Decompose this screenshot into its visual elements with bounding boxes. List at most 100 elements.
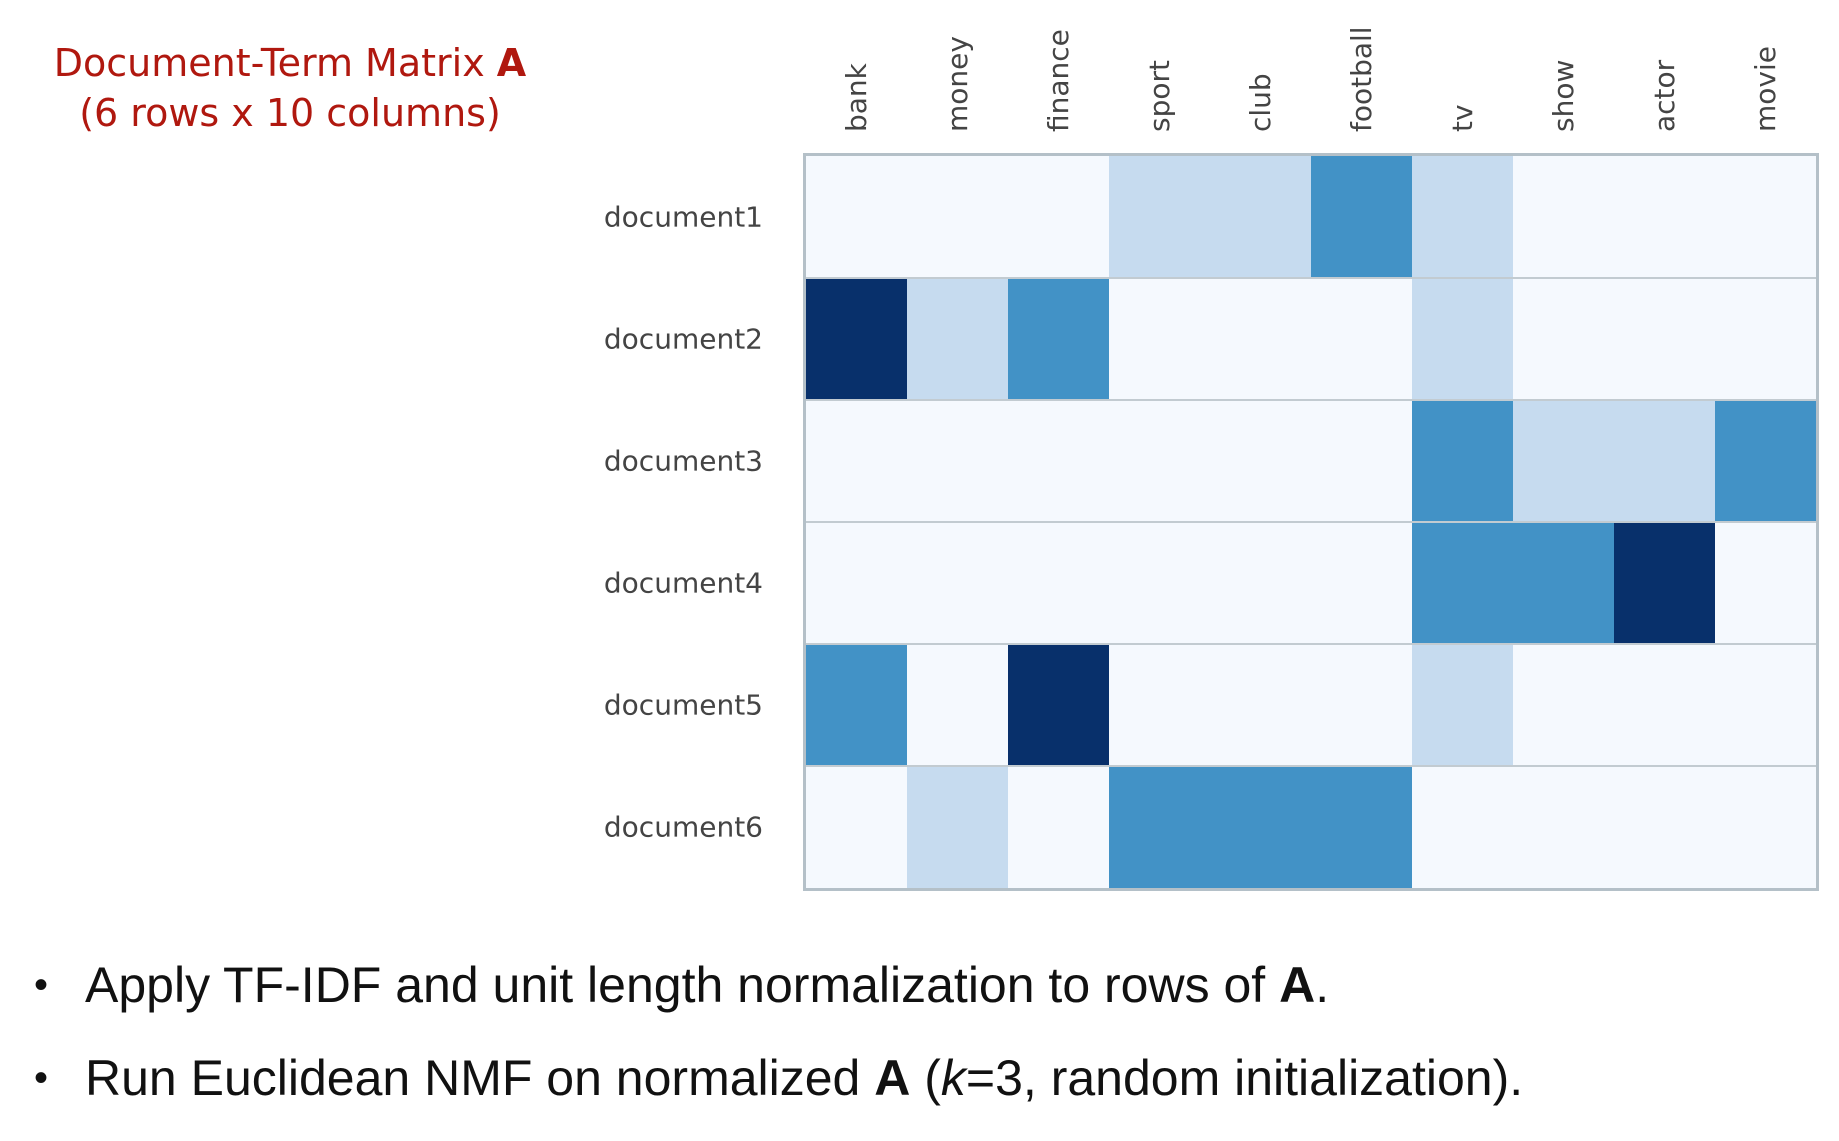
heatmap-cell-document2-actor — [1614, 278, 1716, 401]
chart-title-prefix: Document-Term Matrix — [53, 41, 497, 85]
chart-title-line2: (6 rows x 10 columns) — [79, 91, 501, 135]
bullet-list: • Apply TF-IDF and unit length normaliza… — [30, 955, 1523, 1141]
column-label-football: football — [1345, 26, 1378, 132]
heatmap-cell-document3-club — [1210, 400, 1312, 523]
column-label-actor: actor — [1648, 59, 1681, 132]
column-label-club: club — [1244, 73, 1277, 132]
heatmap-cell-document5-sport — [1109, 644, 1211, 767]
heatmap-cell-document1-tv — [1412, 156, 1514, 279]
heatmap-cell-document3-bank — [806, 400, 908, 523]
bullet-2-segment-5: =3, random initialization). — [965, 1050, 1524, 1106]
heatmap-gridlines — [806, 277, 1816, 767]
bullet-text-1: Apply TF-IDF and unit length normalizati… — [85, 957, 1329, 1013]
heatmap-cell-document4-finance — [1008, 522, 1110, 645]
column-label-sport: sport — [1143, 60, 1176, 132]
heatmap-frame — [803, 153, 1819, 891]
heatmap-cell-document6-club — [1210, 766, 1312, 889]
heatmap-cell-document5-football — [1311, 644, 1413, 767]
heatmap-cell-document6-bank — [806, 766, 908, 889]
heatmap-cell-document1-movie — [1715, 156, 1817, 279]
chart-title-matrix-symbol: A — [496, 41, 527, 85]
heatmap-cell-document2-movie — [1715, 278, 1817, 401]
column-label-movie: movie — [1749, 46, 1782, 132]
heatmap-cell-document2-football — [1311, 278, 1413, 401]
heatmap-cell-document5-club — [1210, 644, 1312, 767]
heatmap-cell-document2-club — [1210, 278, 1312, 401]
heatmap-cell-document4-sport — [1109, 522, 1211, 645]
heatmap-cell-document4-tv — [1412, 522, 1514, 645]
heatmap-cell-document4-money — [907, 522, 1009, 645]
bullet-2-segment-4: k — [940, 1050, 966, 1106]
bullet-1-segment-3: . — [1315, 957, 1330, 1013]
heatmap-cell-document1-football — [1311, 156, 1413, 279]
heatmap-cell-document6-money — [907, 766, 1009, 889]
heatmap-cell-document6-movie — [1715, 766, 1817, 889]
heatmap-cell-document3-football — [1311, 400, 1413, 523]
bullet-2-segment-3: ( — [910, 1050, 941, 1106]
heatmap-cell-document3-finance — [1008, 400, 1110, 523]
heatmap-cell-document6-football — [1311, 766, 1413, 889]
chart-title-line1: Document-Term Matrix A — [0, 38, 580, 88]
heatmap-cell-document5-finance — [1008, 644, 1110, 767]
column-labels: bank money finance sport club football tv show a… — [840, 26, 1782, 132]
heatmap-cell-document2-money — [907, 278, 1009, 401]
heatmap-cell-document1-show — [1513, 156, 1615, 279]
row-label-document6: document6 — [604, 811, 763, 844]
heatmap-cell-document3-money — [907, 400, 1009, 523]
bullet-item-2: • Run Euclidean NMF on normalized A (k=3… — [30, 1048, 1523, 1141]
heatmap-cell-document2-tv — [1412, 278, 1514, 401]
row-label-document2: document2 — [604, 323, 763, 356]
bullet-item-1: • Apply TF-IDF and unit length normaliza… — [30, 955, 1523, 1048]
chart-title: Document-Term Matrix A (6 rows x 10 colu… — [0, 38, 580, 138]
heatmap-cell-document3-show — [1513, 400, 1615, 523]
bullet-dot-1: • — [34, 963, 49, 1007]
bullet-dot-2: • — [34, 1056, 49, 1100]
row-label-document3: document3 — [604, 445, 763, 478]
column-label-money: money — [941, 36, 974, 132]
row-label-document1: document1 — [604, 201, 763, 234]
bullet-2-segment-2: A — [874, 1050, 911, 1106]
heatmap-cell-document1-club — [1210, 156, 1312, 279]
bullet-1-segment-2: A — [1279, 957, 1316, 1013]
heatmap-cell-document3-tv — [1412, 400, 1514, 523]
heatmap-cell-document6-actor — [1614, 766, 1716, 889]
heatmap-cell-document6-tv — [1412, 766, 1514, 889]
row-label-document4: document4 — [604, 567, 763, 600]
heatmap-cell-document5-tv — [1412, 644, 1514, 767]
heatmap-cell-document4-football — [1311, 522, 1413, 645]
bullet-2-segment-1: Run Euclidean NMF on normalized — [85, 1050, 875, 1106]
heatmap-cell-document4-actor — [1614, 522, 1716, 645]
heatmap-cell-document4-club — [1210, 522, 1312, 645]
bullet-text-2: Run Euclidean NMF on normalized A (k=3, … — [85, 1050, 1523, 1106]
heatmap-cell-document3-movie — [1715, 400, 1817, 523]
heatmap-cell-document6-sport — [1109, 766, 1211, 889]
heatmap-chart: document1 document2 document3 document4 docu… — [604, 26, 1819, 891]
column-label-finance: finance — [1042, 29, 1075, 132]
heatmap-cell-document4-show — [1513, 522, 1615, 645]
heatmap-cell-document4-movie — [1715, 522, 1817, 645]
heatmap-cell-document5-show — [1513, 644, 1615, 767]
heatmap-cells — [806, 156, 1817, 889]
heatmap-cell-document1-money — [907, 156, 1009, 279]
column-label-bank: bank — [840, 62, 873, 132]
heatmap-cell-document5-money — [907, 644, 1009, 767]
heatmap-cell-document1-sport — [1109, 156, 1211, 279]
heatmap-cell-document2-show — [1513, 278, 1615, 401]
heatmap-cell-document2-sport — [1109, 278, 1211, 401]
column-label-tv: tv — [1446, 104, 1479, 132]
row-labels: document1 document2 document3 document4 docu… — [604, 201, 763, 844]
heatmap-cell-document1-bank — [806, 156, 908, 279]
row-label-document5: document5 — [604, 689, 763, 722]
column-label-show: show — [1547, 60, 1580, 132]
heatmap-cell-document5-movie — [1715, 644, 1817, 767]
heatmap-cell-document2-finance — [1008, 278, 1110, 401]
heatmap-cell-document1-finance — [1008, 156, 1110, 279]
heatmap-cell-document1-actor — [1614, 156, 1716, 279]
heatmap-cell-document6-show — [1513, 766, 1615, 889]
heatmap-cell-document5-bank — [806, 644, 908, 767]
heatmap-cell-document5-actor — [1614, 644, 1716, 767]
heatmap-cell-document3-sport — [1109, 400, 1211, 523]
heatmap-cell-document2-bank — [806, 278, 908, 401]
heatmap-cell-document6-finance — [1008, 766, 1110, 889]
heatmap-cell-document4-bank — [806, 522, 908, 645]
